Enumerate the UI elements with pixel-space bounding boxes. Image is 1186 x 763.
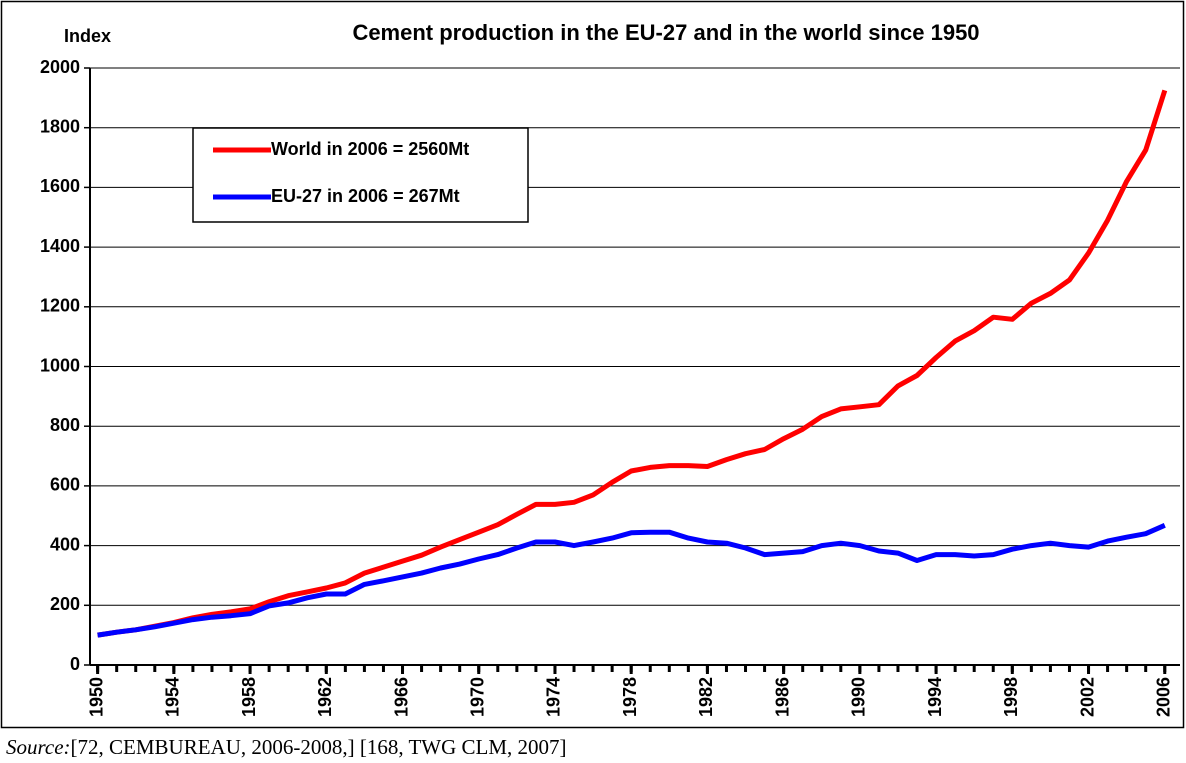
source: Source:[72, CEMBUREAU, 2006-2008,] [168,… (6, 735, 567, 760)
x-tick-label: 1998 (1001, 677, 1021, 717)
y-tick-label: 1600 (40, 176, 80, 196)
y-tick-label: 200 (50, 594, 80, 614)
x-tick-label: 1990 (849, 677, 869, 717)
y-tick-label: 1200 (40, 296, 80, 316)
series-line (97, 523, 1166, 638)
chart: Cement production in the EU-27 and in th… (0, 0, 1185, 729)
x-tick-label: 1966 (391, 677, 411, 717)
y-tick-label: 400 (50, 534, 80, 554)
legend-label: EU-27 in 2006 = 267Mt (271, 186, 460, 206)
x-tick-label: 1958 (239, 677, 259, 717)
y-tick-label: 0 (70, 654, 80, 674)
x-tick-label: 1950 (86, 677, 106, 717)
y-tick-label: 1800 (40, 116, 80, 136)
y-tick-label: 1000 (40, 355, 80, 375)
frame (0, 0, 1185, 729)
source-text: [72, CEMBUREAU, 2006-2008,] [168, TWG CL… (70, 735, 567, 759)
legend-box (192, 127, 529, 223)
x-tick-label: 1982 (696, 677, 716, 717)
x-tick-label: 1970 (467, 677, 487, 717)
x-tick-label: 2002 (1077, 677, 1097, 717)
series-line (97, 89, 1168, 638)
y-tick-label: 2000 (40, 57, 80, 77)
x-tick-label: 1978 (620, 677, 640, 717)
source-prefix: Source: (6, 735, 71, 759)
y-tick-label: 600 (50, 475, 80, 495)
x-tick-label: 1974 (544, 677, 564, 717)
y-axis-label: Index (64, 26, 111, 46)
x-tick-label: 1994 (925, 677, 945, 717)
legend-label: World in 2006 = 2560Mt (271, 139, 469, 159)
y-tick-label: 800 (50, 415, 80, 435)
y-tick-label: 1400 (40, 236, 80, 256)
x-tick-label: 1954 (163, 677, 183, 717)
x-tick-label: 2006 (1154, 677, 1174, 717)
x-tick-label: 1986 (772, 677, 792, 717)
x-tick-label: 1962 (315, 677, 335, 717)
chart-title: Cement production in the EU-27 and in th… (352, 20, 979, 45)
